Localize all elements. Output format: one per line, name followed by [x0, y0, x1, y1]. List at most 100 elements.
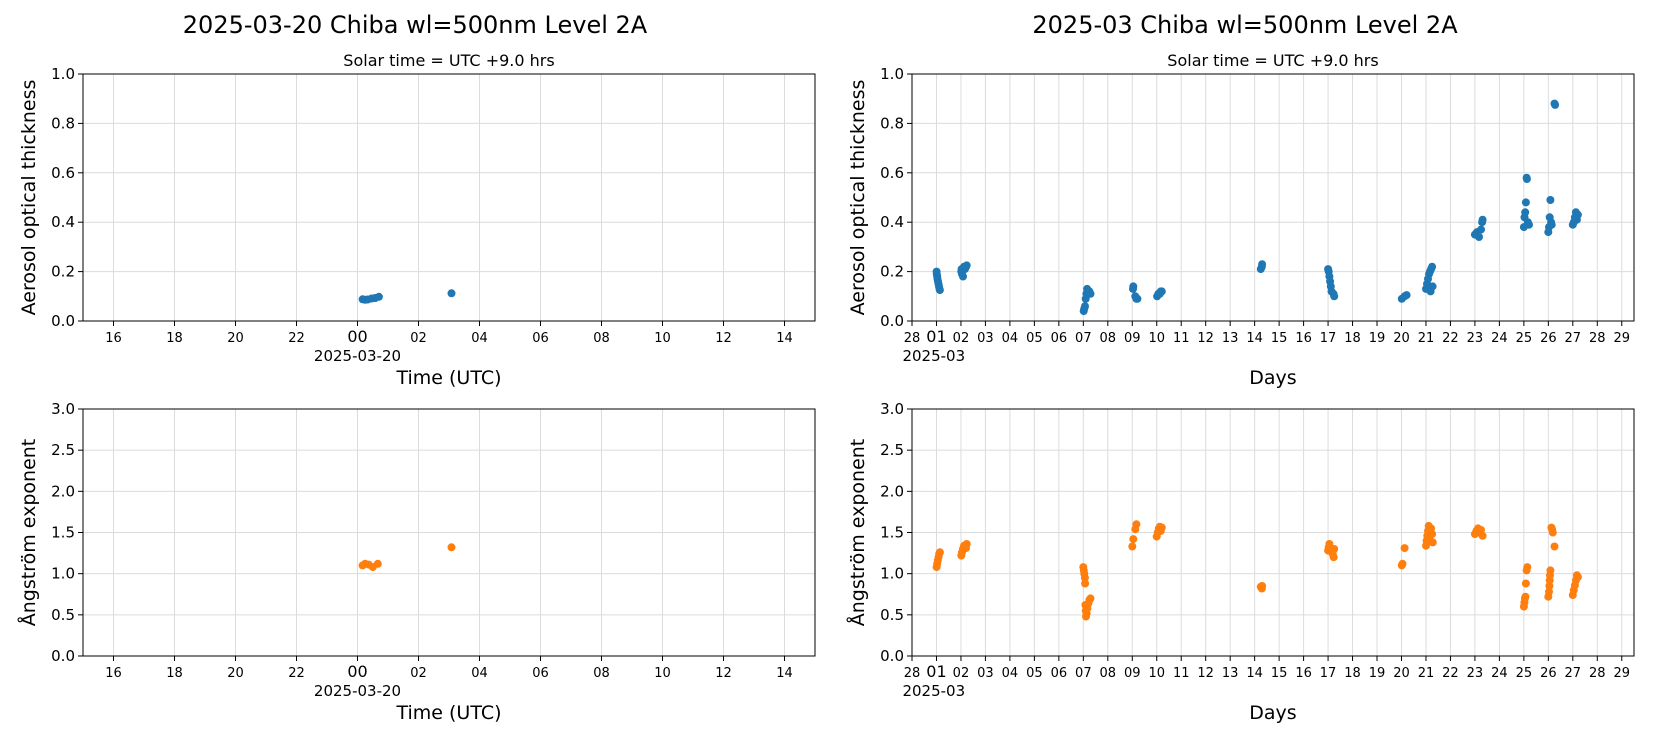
x-offset-label: 2025-03-20 [314, 682, 401, 700]
x-tick-label: 21 [1418, 331, 1435, 346]
x-axis-label: Days [1249, 702, 1296, 724]
x-tick-label: 00 [347, 327, 367, 346]
x-tick-label: 02 [953, 666, 970, 681]
chart-bottom-right: 28 01 02 03 04 05 06 07 08 09 10 11 12 13 14 15 16 17 18 19… [846, 400, 1635, 724]
x-tick-label: 28 [904, 331, 921, 346]
x-axis-label: Days [1249, 367, 1296, 389]
data-point [1086, 289, 1095, 298]
data-point [1330, 545, 1339, 553]
data-point [962, 261, 971, 270]
x-tick-label: 26 [1540, 331, 1557, 346]
data-point [1428, 538, 1437, 547]
x-tick-label: 12 [1197, 331, 1214, 346]
x-tick-label: 17 [1320, 331, 1337, 346]
x-tick-label: 16 [105, 666, 122, 681]
data-point [1545, 582, 1554, 590]
x-axis-label: Time (UTC) [395, 367, 501, 389]
x-tick-label: 20 [1393, 331, 1410, 346]
x-tick-label: 05 [1026, 331, 1043, 346]
x-tick-label: 28 [1589, 666, 1606, 681]
x-tick-label: 19 [1369, 331, 1386, 346]
x-tick-label: 09 [1124, 666, 1141, 681]
y-tick-label: 0.0 [880, 312, 904, 330]
x-axis-label: Time (UTC) [395, 702, 501, 724]
x-tick-label: 12 [715, 331, 732, 346]
x-tick-label: 08 [593, 666, 610, 681]
data-point [1521, 592, 1530, 601]
data-point [959, 272, 967, 281]
x-tick-label: 17 [1320, 666, 1337, 681]
data-point [1522, 175, 1531, 183]
x-tick-label: 03 [977, 666, 994, 681]
x-tick-label: 07 [1075, 331, 1092, 346]
x-tick-label: 21 [1418, 666, 1435, 681]
right-figure-title: 2025-03 Chiba wl=500nm Level 2A [1032, 11, 1458, 39]
x-tick-label: 10 [654, 331, 671, 346]
data-point [1157, 287, 1166, 296]
x-tick-label: 10 [654, 666, 671, 681]
data-point [1475, 233, 1483, 241]
data-point [1428, 262, 1437, 271]
data-point [1521, 208, 1530, 217]
x-tick-label: 12 [1197, 666, 1214, 681]
chart-subtitle: Solar time = UTC +9.0 hrs [343, 51, 554, 70]
x-tick-label: 06 [1051, 331, 1068, 346]
x-tick-label: 01 [926, 327, 946, 346]
data-point [1548, 528, 1557, 537]
axes-frame [911, 408, 1635, 657]
x-tick-label: 22 [1442, 666, 1459, 681]
x-tick-label: 08 [1100, 666, 1117, 681]
data-point [1545, 587, 1553, 596]
x-tick-label: 16 [1295, 331, 1312, 346]
data-point [1428, 282, 1437, 291]
data-point [935, 548, 944, 557]
data-point [1477, 225, 1485, 234]
x-tick-label: 08 [1100, 331, 1117, 346]
x-tick-label: 18 [166, 666, 183, 681]
x-tick-label: 24 [1491, 666, 1508, 681]
x-tick-label: 00 [347, 662, 367, 681]
y-tick-label: 0.4 [880, 213, 904, 231]
chart-panels: 16 18 20 22 00 02 04 06 08 10 12 14 0.0 0.2 0.4 0.6 0.8 1… [17, 51, 1635, 724]
x-tick-label: 20 [1393, 666, 1410, 681]
data-point [1081, 579, 1090, 588]
data-point [447, 543, 456, 552]
x-tick-label: 16 [1295, 666, 1312, 681]
x-tick-label: 04 [1002, 666, 1019, 681]
axes-frame [82, 73, 816, 322]
x-tick-label: 14 [1246, 666, 1263, 681]
data-point [1128, 542, 1137, 551]
data-point [1478, 215, 1487, 224]
x-tick-label: 09 [1124, 331, 1141, 346]
x-tick-label: 18 [1344, 666, 1361, 681]
x-tick-label: 23 [1467, 666, 1484, 681]
y-tick-label: 0.0 [880, 647, 904, 665]
data-point [1546, 566, 1555, 575]
y-tick-label: 0.2 [880, 263, 904, 281]
y-tick-label: 1.5 [51, 524, 75, 542]
x-tick-label: 26 [1540, 666, 1557, 681]
data-point [1329, 553, 1338, 562]
data-point [1551, 100, 1560, 109]
x-tick-label: 02 [953, 331, 970, 346]
y-tick-label: 1.0 [51, 565, 75, 583]
data-point [1081, 302, 1089, 311]
data-point [1400, 544, 1409, 553]
x-tick-label: 06 [532, 331, 549, 346]
x-tick-label: 05 [1026, 666, 1043, 681]
x-offset-label: 2025-03 [902, 347, 965, 365]
x-tick-label: 04 [471, 666, 488, 681]
x-tick-label: 20 [227, 666, 244, 681]
y-axis-label: Aerosol optical thickness [847, 80, 869, 316]
left-figure-title: 2025-03-20 Chiba wl=500nm Level 2A [183, 11, 648, 39]
x-tick-label: 13 [1222, 331, 1239, 346]
x-tick-label: 27 [1565, 666, 1582, 681]
x-tick-label: 15 [1271, 666, 1288, 681]
data-point [1573, 573, 1582, 581]
x-tick-label: 24 [1491, 331, 1508, 346]
x-tick-label: 02 [410, 331, 427, 346]
x-tick-label: 01 [926, 662, 946, 681]
data-point [1402, 291, 1411, 300]
